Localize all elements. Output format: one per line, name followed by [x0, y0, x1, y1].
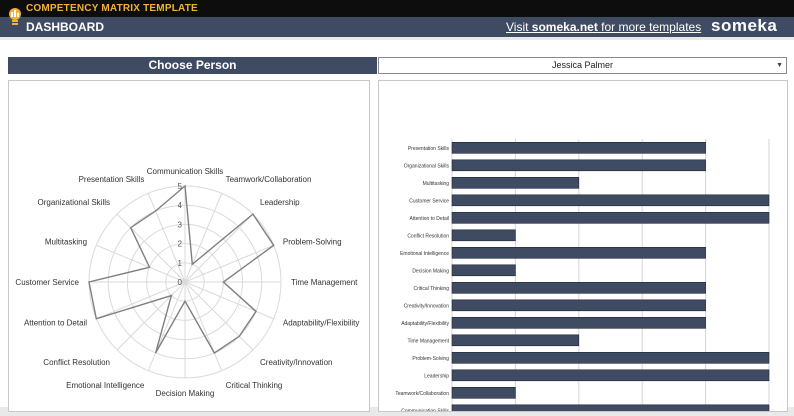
- bar-category-label: Attention to Detail: [410, 216, 449, 222]
- radar-axis-label: Creativity/Innovation: [260, 358, 332, 367]
- bar-chart: 012345Presentation SkillsOrganizational …: [395, 139, 770, 416]
- bar-category-label: Emotional Intelligence: [400, 251, 449, 257]
- radar-axis-label: Emotional Intelligence: [66, 381, 145, 390]
- visit-site: someka.net: [531, 20, 598, 34]
- visit-prefix: Visit: [506, 20, 532, 34]
- radar-series-line: [88, 184, 275, 355]
- radar-tick-label: 2: [178, 240, 183, 249]
- person-select-value: Jessica Palmer: [551, 60, 614, 70]
- radar-axis-label: Conflict Resolution: [43, 358, 110, 367]
- bar: [451, 386, 516, 399]
- bar-category-label: Adaptability/Flexibility: [401, 321, 449, 327]
- radar-tick-label: 5: [178, 182, 183, 191]
- chevron-down-icon[interactable]: ▼: [776, 62, 783, 69]
- bar: [451, 229, 516, 242]
- bar: [451, 247, 706, 259]
- radar-spoke: [147, 193, 186, 283]
- radar-spoke: [184, 281, 274, 320]
- bar: [451, 351, 770, 364]
- bar-category-label: Communication Skills: [401, 408, 449, 411]
- radar-spoke: [184, 281, 254, 351]
- bar: [451, 369, 770, 382]
- dashboard-content: Choose Person Jessica Palmer ▼ 0 1 2 3 4 5 Com…: [0, 40, 794, 416]
- bar-category-label: Organizational Skills: [404, 163, 450, 169]
- bar: [451, 194, 770, 207]
- radar-tick-label: 3: [178, 220, 183, 229]
- radar-axis-label: Attention to Detail: [24, 319, 87, 328]
- bar: [451, 282, 706, 294]
- visit-templates-link[interactable]: Visit someka.net for more templates: [506, 20, 701, 34]
- bar: [451, 299, 706, 312]
- radar-tick-label: 4: [178, 201, 183, 210]
- visit-suffix: for more templates: [597, 20, 702, 34]
- lightbulb-logo-icon: [9, 8, 21, 25]
- radar-spoke: [116, 213, 186, 283]
- bar: [451, 177, 580, 189]
- radar-axis-label: Adaptability/Flexibility: [283, 319, 359, 328]
- radar-chart: 0 1 2 3 4 5 Communication SkillsTeamwork/Colla…: [15, 167, 359, 398]
- bar-category-label: Leadership: [424, 373, 449, 379]
- bar: [451, 264, 516, 277]
- bar-category-label: Decision Making: [412, 268, 449, 274]
- radar-spoke: [96, 244, 186, 283]
- radar-tick-label: 1: [178, 259, 183, 268]
- page-title: DASHBOARD: [26, 20, 104, 34]
- radar-axis-label: Communication Skills: [147, 167, 223, 176]
- bar: [451, 212, 770, 224]
- bar: [451, 404, 770, 416]
- bar-category-label: Multitasking: [423, 181, 450, 187]
- radar-spoke: [184, 213, 254, 283]
- radar-axis-label: Multitasking: [45, 237, 87, 246]
- radar-axis-label: Problem-Solving: [283, 237, 342, 246]
- radar-axis-label: Decision Making: [156, 389, 215, 398]
- header-bar: COMPETENCY MATRIX TEMPLATE DASHBOARD Vis…: [0, 0, 794, 37]
- bar-category-label: Problem-Solving: [412, 356, 449, 362]
- bar-category-label: Customer Service: [409, 198, 449, 204]
- bar: [451, 159, 706, 172]
- bar: [451, 317, 706, 329]
- radar-spoke: [116, 281, 186, 351]
- radar-spoke: [184, 193, 223, 283]
- radar-chart-panel: 0 1 2 3 4 5 Communication Skills Teamwork/Colla…: [8, 80, 370, 412]
- bar: [451, 334, 580, 347]
- choose-person-label: Choose Person: [8, 57, 377, 74]
- app-title: COMPETENCY MATRIX TEMPLATE: [26, 3, 198, 14]
- bar-chart-panel: 012345Presentation SkillsOrganizational …: [378, 80, 788, 416]
- person-select[interactable]: Jessica Palmer ▼: [378, 57, 787, 74]
- radar-axis-label: Critical Thinking: [226, 381, 283, 390]
- radar-axis-label: Customer Service: [15, 278, 79, 287]
- radar-axis-label: Organizational Skills: [38, 198, 110, 207]
- radar-axis-label: Presentation Skills: [79, 175, 145, 184]
- radar-axis-label: Time Management: [291, 278, 358, 287]
- radar-axis-label: Teamwork/Collaboration: [226, 175, 312, 184]
- radar-tick-label: 0: [178, 278, 183, 287]
- bar-category-label: Creativity/Innovation: [404, 303, 450, 309]
- brand-logo[interactable]: someka: [711, 16, 778, 35]
- radar-spoke: [184, 244, 274, 283]
- title-strip: [0, 0, 794, 17]
- bar-category-label: Time Management: [408, 338, 450, 344]
- bar-category-label: Conflict Resolution: [407, 233, 449, 239]
- bar-category-label: Presentation Skills: [408, 146, 450, 152]
- radar-spoke: [96, 281, 186, 320]
- radar-spoke: [184, 281, 223, 371]
- bar: [451, 141, 706, 154]
- bar-category-label: Teamwork/Collaboration: [395, 391, 449, 397]
- radar-axis-label: Leadership: [260, 198, 300, 207]
- radar-spoke: [147, 281, 186, 371]
- bar-category-label: Critical Thinking: [414, 286, 450, 292]
